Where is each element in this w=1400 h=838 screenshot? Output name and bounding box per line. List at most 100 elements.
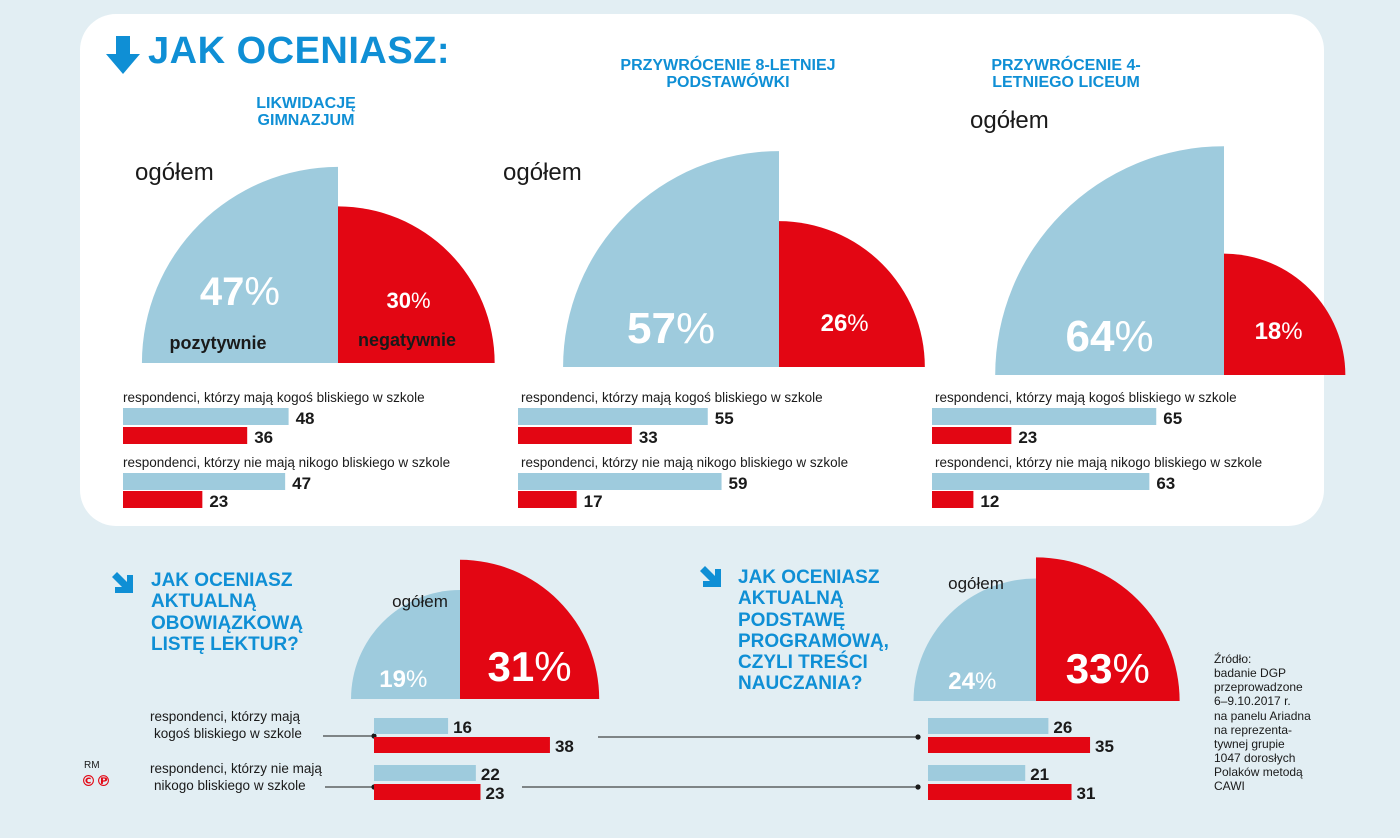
bar-positive (928, 765, 1026, 781)
bar-negative-value: 33 (639, 428, 658, 447)
overall-positive-slice (995, 146, 1224, 375)
connector-dot (915, 734, 921, 740)
bar-positive (374, 718, 449, 734)
overall-negative-slice (338, 206, 495, 363)
chart-title-podstawowka: PRZYWRÓCENIE 8-LETNIEJ PODSTAWÓWKI (620, 57, 836, 91)
bar-negative (374, 784, 481, 800)
copyright-symbols: ©℗ (81, 772, 111, 790)
overall-label: ogółem (970, 107, 1049, 134)
bar-positive (123, 408, 289, 425)
bar-positive-value: 55 (715, 409, 734, 428)
diagonal-arrow-icon (112, 572, 133, 593)
bar-negative-value: 23 (485, 784, 504, 803)
overall-negative-value: 31% (488, 643, 572, 690)
bar-positive-value: 21 (1030, 765, 1049, 784)
overall-negative-slice (460, 559, 600, 699)
overall-negative-slice (779, 221, 925, 367)
source-note: Źródło: badanie DGP przeprowadzone 6–9.1… (1214, 652, 1311, 794)
overall-negative-slice (1224, 253, 1346, 375)
source-line: tywnej grupie (1214, 736, 1285, 751)
bar-positive (932, 473, 1150, 490)
credit-initials: RM (84, 760, 100, 771)
overall-negative-value: 33% (1066, 645, 1150, 692)
overall-positive-value: 57% (627, 304, 715, 353)
overall-positive-value: 24% (948, 668, 996, 695)
source-line: Polaków metodą (1214, 765, 1303, 780)
question-title-podstawa: JAK OCENIASZ AKTUALNĄ PODSTAWĘ PROGRAMOW… (738, 567, 889, 695)
group-label: respondenci, którzy mają kogoś bliskiego… (123, 390, 425, 405)
group-label: respondenci, którzy mają kogoś bliskiego… (935, 390, 1237, 405)
bar-negative (518, 427, 632, 444)
main-title: JAK OCENIASZ: (148, 30, 451, 72)
overall-negative-value: 26% (821, 310, 869, 337)
connector-dot (915, 784, 921, 790)
bar-positive (932, 408, 1157, 425)
bottom-left-group1-label: respondenci, którzy mają kogoś bliskiego… (150, 709, 302, 743)
chart-title-gimnazjum: LIKWIDACJĘ GIMNAZJUM (256, 95, 356, 129)
overall-positive-slice (351, 590, 460, 699)
label-line: respondenci, którzy nie mają (150, 761, 322, 776)
source-line: 1047 dorosłych (1214, 751, 1296, 766)
bar-negative-value: 12 (980, 492, 999, 511)
bar-negative-value: 23 (1018, 428, 1037, 447)
header-arrow-icon (104, 34, 142, 76)
overall-negative-value: 18% (1255, 318, 1303, 345)
group-label: respondenci, którzy nie mają nikogo blis… (123, 455, 450, 470)
group-label: respondenci, którzy nie mają nikogo blis… (935, 455, 1262, 470)
bar-negative (518, 491, 577, 508)
bar-positive-value: 63 (1156, 474, 1175, 493)
bar-positive-value: 26 (1053, 718, 1072, 737)
bar-positive (123, 473, 286, 490)
overall-positive-slice (563, 151, 779, 367)
question-arrow-icon-1 (112, 572, 134, 594)
label-line: nikogo bliskiego w szkole (154, 777, 306, 793)
source-line: 6–9.10.2017 r. (1214, 694, 1291, 709)
bar-negative-value: 31 (1077, 784, 1096, 803)
bottom-left-group2-label: respondenci, którzy nie mają nikogo blis… (150, 761, 322, 795)
bar-negative (123, 427, 248, 444)
bar-negative (932, 491, 974, 508)
bar-positive (518, 408, 708, 425)
bar-negative (928, 784, 1072, 800)
label-line: respondenci, którzy mają (150, 709, 301, 724)
overall-positive-value: 64% (1066, 312, 1154, 361)
bar-positive (928, 718, 1049, 734)
bar-negative-value: 23 (209, 492, 228, 511)
question-arrow-icon-2 (700, 566, 722, 588)
source-line: na reprezenta- (1214, 722, 1293, 737)
bar-negative-value: 35 (1095, 737, 1114, 756)
label-line: kogoś bliskiego w szkole (154, 725, 302, 741)
bar-negative (123, 491, 203, 508)
overall-label: ogółem (503, 159, 582, 186)
bar-positive-value: 16 (453, 718, 472, 737)
source-line: przeprowadzone (1214, 680, 1303, 695)
overall-label: ogółem (392, 592, 448, 611)
overall-positive-value: 47% (200, 270, 280, 314)
diagonal-arrow-icon (700, 566, 721, 587)
bar-negative (932, 427, 1012, 444)
overall-label: ogółem (135, 159, 214, 186)
source-line: na panelu Ariadna (1214, 708, 1311, 723)
bar-negative-value: 38 (555, 737, 574, 756)
group-label: respondenci, którzy mają kogoś bliskiego… (521, 390, 823, 405)
source-line: CAWI (1214, 779, 1245, 794)
source-line: badanie DGP (1214, 666, 1287, 681)
bar-positive (518, 473, 722, 490)
overall-positive-slice (141, 166, 338, 363)
overall-positive-slice (913, 578, 1036, 701)
bar-positive-value: 22 (481, 765, 500, 784)
overall-label: ogółem (948, 574, 1004, 593)
bar-negative-value: 36 (254, 428, 273, 447)
overall-positive-value: 19% (379, 666, 427, 693)
bar-positive-value: 65 (1163, 409, 1182, 428)
negative-series-label: negatywnie (358, 330, 456, 350)
source-line: Źródło: (1214, 652, 1252, 666)
overall-negative-value: 30% (386, 288, 430, 313)
question-title-lektury: JAK OCENIASZ AKTUALNĄ OBOWIĄZKOWĄ LISTĘ … (151, 570, 303, 655)
group-label: respondenci, którzy nie mają nikogo blis… (521, 455, 848, 470)
bar-positive-value: 48 (296, 409, 315, 428)
bar-positive-value: 47 (292, 474, 311, 493)
positive-series-label: pozytywnie (169, 333, 266, 353)
overall-negative-slice (1036, 557, 1180, 701)
